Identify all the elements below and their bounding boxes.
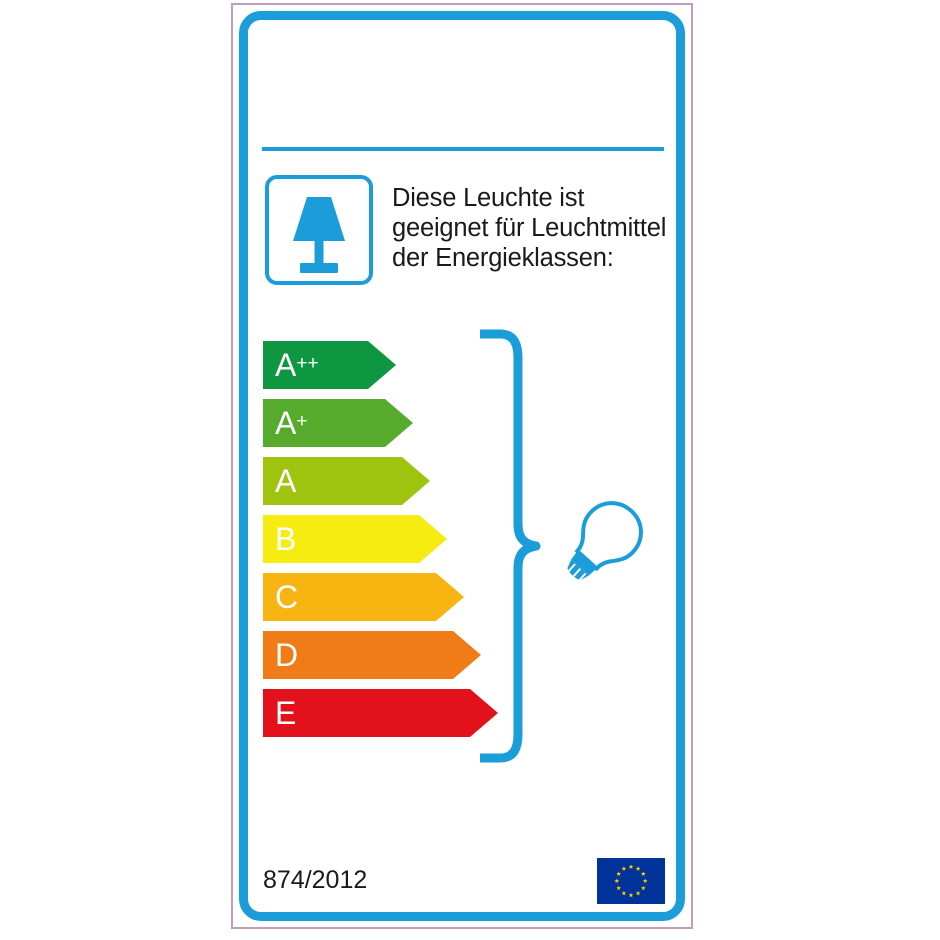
eu-star: [640, 885, 646, 891]
eu-star: [616, 885, 622, 891]
table-lamp-icon-box: [265, 175, 373, 285]
eu-star: [635, 890, 641, 896]
energy-class-bar: A ++: [263, 341, 483, 389]
regulation-number: 874/2012: [263, 866, 368, 894]
energy-class-bar: D: [263, 631, 483, 679]
energy-class-arrow: [263, 341, 396, 389]
eu-star: [628, 864, 634, 869]
eu-star: [635, 866, 641, 871]
page-title: Diese Leuchte ist geeignet für Leuchtmit…: [392, 183, 682, 273]
table-lamp-icon: [293, 197, 345, 273]
energy-class-arrow: [263, 631, 481, 679]
energy-class-bar: E: [263, 689, 498, 737]
curly-brace-icon: [466, 328, 566, 768]
energy-class-bar: A: [263, 457, 483, 505]
eu-star: [621, 890, 627, 896]
energy-class-bar: B: [263, 515, 483, 563]
heading-line-2: geeignet für Leuchtmittel: [392, 214, 667, 242]
heading-line-1: Diese Leuchte ist: [392, 184, 585, 212]
heading-line-3: der Energieklassen:: [392, 244, 614, 272]
energy-class-arrow: [263, 689, 498, 737]
eu-star: [616, 871, 622, 876]
eu-star: [621, 866, 627, 871]
eu-star: [614, 878, 620, 884]
energy-class-arrow: [263, 573, 464, 621]
energy-class-bar: C: [263, 573, 483, 621]
energy-class-arrow: [263, 515, 447, 563]
energy-class-scale: A ++ A + A B C D E: [263, 341, 498, 737]
light-bulb-icon: [554, 494, 652, 590]
header-divider: [262, 147, 664, 151]
eu-flag-icon: [597, 858, 665, 904]
energy-class-arrow: [263, 457, 430, 505]
eu-star: [640, 871, 646, 876]
energy-class-arrow: [263, 399, 413, 447]
energy-class-bar: A +: [263, 399, 483, 447]
eu-star: [628, 892, 634, 898]
eu-star: [642, 878, 648, 884]
